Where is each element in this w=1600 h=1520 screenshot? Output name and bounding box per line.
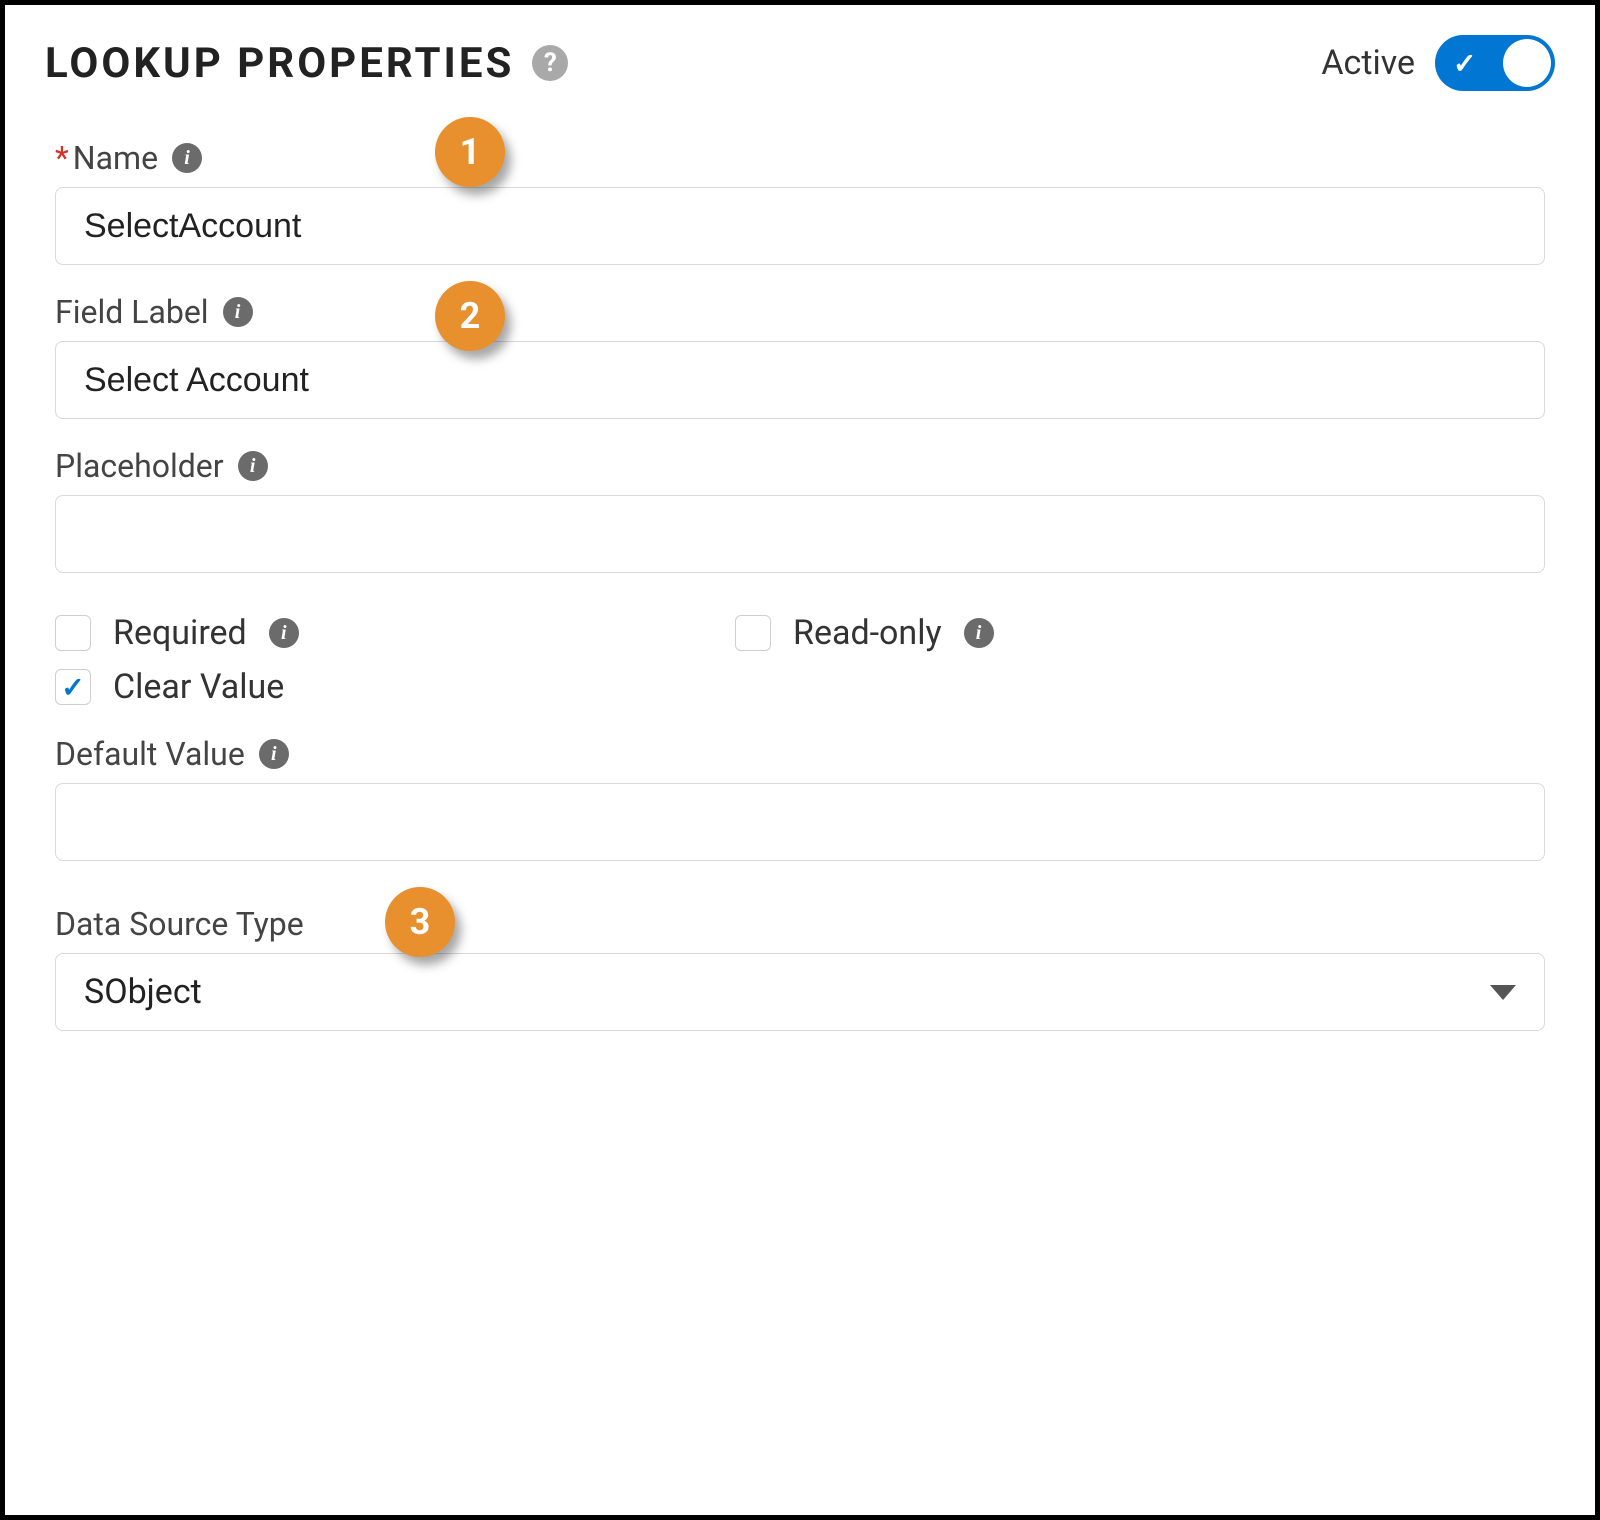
required-label: Required xyxy=(113,613,247,653)
readonly-checkbox-item: Read-only i xyxy=(735,613,1335,653)
header-left: LOOKUP PROPERTIES ? xyxy=(45,39,568,88)
data-source-type-label: Data Source Type xyxy=(55,905,304,943)
info-icon[interactable]: i xyxy=(964,618,994,648)
info-icon[interactable]: i xyxy=(259,739,289,769)
field-label-input[interactable] xyxy=(55,341,1545,419)
callout-1: 1 xyxy=(435,117,505,187)
panel-title: LOOKUP PROPERTIES xyxy=(45,39,514,88)
panel-body: *Name i 1 Field Label i 2 Placeholder i xyxy=(45,139,1555,1031)
callout-3: 3 xyxy=(385,887,455,957)
info-icon[interactable]: i xyxy=(269,618,299,648)
info-icon[interactable]: i xyxy=(172,143,202,173)
field-label-label: Field Label xyxy=(55,293,209,331)
checkbox-row-1: Required i Read-only i xyxy=(55,613,1545,653)
default-value-group: Default Value i xyxy=(55,735,1545,861)
field-label-row: Field Label i xyxy=(55,293,1545,331)
name-input[interactable] xyxy=(55,187,1545,265)
default-value-label-row: Default Value i xyxy=(55,735,1545,773)
placeholder-label-row: Placeholder i xyxy=(55,447,1545,485)
clear-value-checkbox[interactable]: ✓ xyxy=(55,669,91,705)
active-toggle[interactable]: ✓ xyxy=(1435,35,1555,91)
toggle-knob xyxy=(1503,39,1551,87)
active-label: Active xyxy=(1321,43,1415,83)
placeholder-group: Placeholder i xyxy=(55,447,1545,573)
name-label: *Name xyxy=(55,139,158,177)
readonly-label: Read-only xyxy=(793,613,942,653)
callout-2: 2 xyxy=(435,281,505,351)
placeholder-label: Placeholder xyxy=(55,447,224,485)
header-right: Active ✓ xyxy=(1321,35,1555,91)
readonly-checkbox[interactable] xyxy=(735,615,771,651)
field-label-group: Field Label i 2 xyxy=(55,293,1545,419)
help-icon[interactable]: ? xyxy=(532,45,568,81)
data-source-type-value: SObject xyxy=(84,972,202,1012)
data-source-type-select[interactable]: SObject xyxy=(55,953,1545,1031)
required-checkbox-item: Required i xyxy=(55,613,655,653)
required-indicator: * xyxy=(55,139,69,177)
checkbox-row-2: ✓ Clear Value xyxy=(55,667,1545,707)
placeholder-input[interactable] xyxy=(55,495,1545,573)
check-icon: ✓ xyxy=(1453,47,1476,80)
clear-value-checkbox-item: ✓ Clear Value xyxy=(55,667,655,707)
default-value-label: Default Value xyxy=(55,735,245,773)
panel-header: LOOKUP PROPERTIES ? Active ✓ xyxy=(45,35,1555,91)
data-source-type-label-row: Data Source Type xyxy=(55,905,1545,943)
name-label-row: *Name i xyxy=(55,139,1545,177)
default-value-input[interactable] xyxy=(55,783,1545,861)
info-icon[interactable]: i xyxy=(223,297,253,327)
info-icon[interactable]: i xyxy=(238,451,268,481)
lookup-properties-panel: LOOKUP PROPERTIES ? Active ✓ *Name i 1 xyxy=(0,0,1600,1520)
name-field-group: *Name i 1 xyxy=(55,139,1545,265)
chevron-down-icon xyxy=(1490,985,1516,1000)
required-checkbox[interactable] xyxy=(55,615,91,651)
data-source-type-group: Data Source Type 3 SObject xyxy=(55,905,1545,1031)
clear-value-label: Clear Value xyxy=(113,667,284,707)
